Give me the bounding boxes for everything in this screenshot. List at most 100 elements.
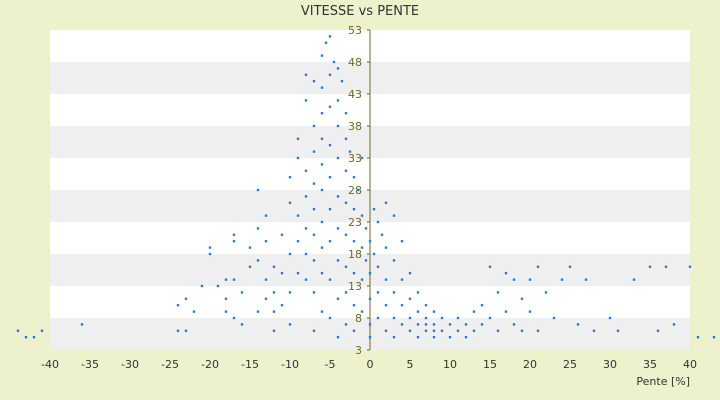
data-point <box>400 240 404 243</box>
y-tick-label: 23 <box>348 216 362 229</box>
data-point <box>272 329 276 332</box>
x-tick-label: -20 <box>201 358 219 371</box>
data-point <box>304 73 308 76</box>
y-tick-label: 28 <box>348 184 362 197</box>
data-point <box>528 310 532 313</box>
data-point <box>328 35 332 38</box>
data-point <box>328 73 332 76</box>
data-point <box>312 233 316 236</box>
data-point <box>296 240 300 243</box>
data-point <box>408 316 412 320</box>
data-point <box>400 323 404 326</box>
data-point <box>312 208 316 211</box>
data-point <box>672 323 676 326</box>
data-point <box>632 278 636 281</box>
y-tick-label: 8 <box>355 312 362 325</box>
data-point <box>344 265 348 268</box>
data-point <box>360 278 364 281</box>
data-point <box>304 252 308 256</box>
data-point <box>408 329 412 332</box>
data-point <box>472 310 476 313</box>
data-point <box>272 310 276 313</box>
data-point <box>80 323 84 326</box>
data-point <box>336 195 340 198</box>
data-point <box>496 329 500 332</box>
data-point <box>372 252 376 256</box>
data-point <box>424 329 428 332</box>
x-tick-label: 20 <box>523 358 537 371</box>
data-point <box>432 323 436 326</box>
y-tick-label: 13 <box>348 280 362 293</box>
data-point <box>392 259 396 262</box>
data-point <box>356 188 360 192</box>
data-point <box>336 156 340 160</box>
data-point <box>320 220 324 224</box>
data-point <box>584 278 588 281</box>
data-point <box>280 233 284 236</box>
data-point <box>664 265 668 268</box>
data-point <box>216 284 220 288</box>
data-point <box>576 323 580 326</box>
data-point <box>256 188 260 192</box>
data-point <box>184 297 188 300</box>
data-point <box>440 316 444 320</box>
x-tick-label: 15 <box>483 358 497 371</box>
data-point <box>332 60 336 64</box>
x-tick-label: -40 <box>41 358 59 371</box>
data-point <box>224 310 228 313</box>
data-point <box>384 246 388 249</box>
data-point <box>496 291 500 294</box>
x-axis: -40 -35 -30 -25 -20 -15 -10 -5 0 5 10 15 20 25 30 35 40 <box>41 358 697 371</box>
data-point <box>376 291 380 294</box>
data-point <box>312 259 316 262</box>
data-point <box>328 278 332 281</box>
data-point <box>432 329 436 332</box>
y-tick-label: 48 <box>348 56 362 69</box>
data-point <box>176 329 180 332</box>
data-point <box>424 304 428 307</box>
data-point <box>480 304 484 307</box>
data-point <box>256 227 260 230</box>
data-point <box>568 265 572 268</box>
y-tick-label: 3 <box>355 344 362 357</box>
data-point <box>456 329 460 332</box>
y-tick-label: 43 <box>348 88 362 101</box>
data-point <box>304 278 308 281</box>
data-point <box>360 310 364 313</box>
data-point <box>324 41 328 44</box>
data-point <box>192 310 196 313</box>
data-point <box>416 323 420 326</box>
data-point <box>368 323 372 326</box>
data-point <box>208 246 212 249</box>
data-point <box>344 137 348 140</box>
data-point <box>360 214 364 217</box>
data-point <box>328 316 332 320</box>
data-point <box>536 265 540 268</box>
data-point <box>336 259 340 262</box>
data-point <box>448 323 452 326</box>
data-point <box>608 316 612 320</box>
data-point <box>312 291 316 294</box>
x-tick-label: -25 <box>161 358 179 371</box>
x-tick-label: 25 <box>563 358 577 371</box>
data-point <box>176 304 180 307</box>
data-point <box>344 233 348 236</box>
data-point <box>328 105 332 108</box>
data-point <box>592 329 596 332</box>
data-point <box>456 316 460 320</box>
data-point <box>232 316 236 320</box>
data-point <box>16 329 20 332</box>
data-point <box>328 208 332 211</box>
data-point <box>464 323 468 326</box>
data-point <box>376 316 380 320</box>
data-point <box>336 67 340 70</box>
data-point <box>696 336 700 339</box>
data-point <box>40 329 44 332</box>
data-point <box>296 156 300 160</box>
data-point <box>408 297 412 300</box>
data-point <box>224 297 228 300</box>
data-point <box>184 329 188 332</box>
data-point <box>440 329 444 332</box>
data-point <box>384 329 388 332</box>
data-point <box>232 278 236 281</box>
